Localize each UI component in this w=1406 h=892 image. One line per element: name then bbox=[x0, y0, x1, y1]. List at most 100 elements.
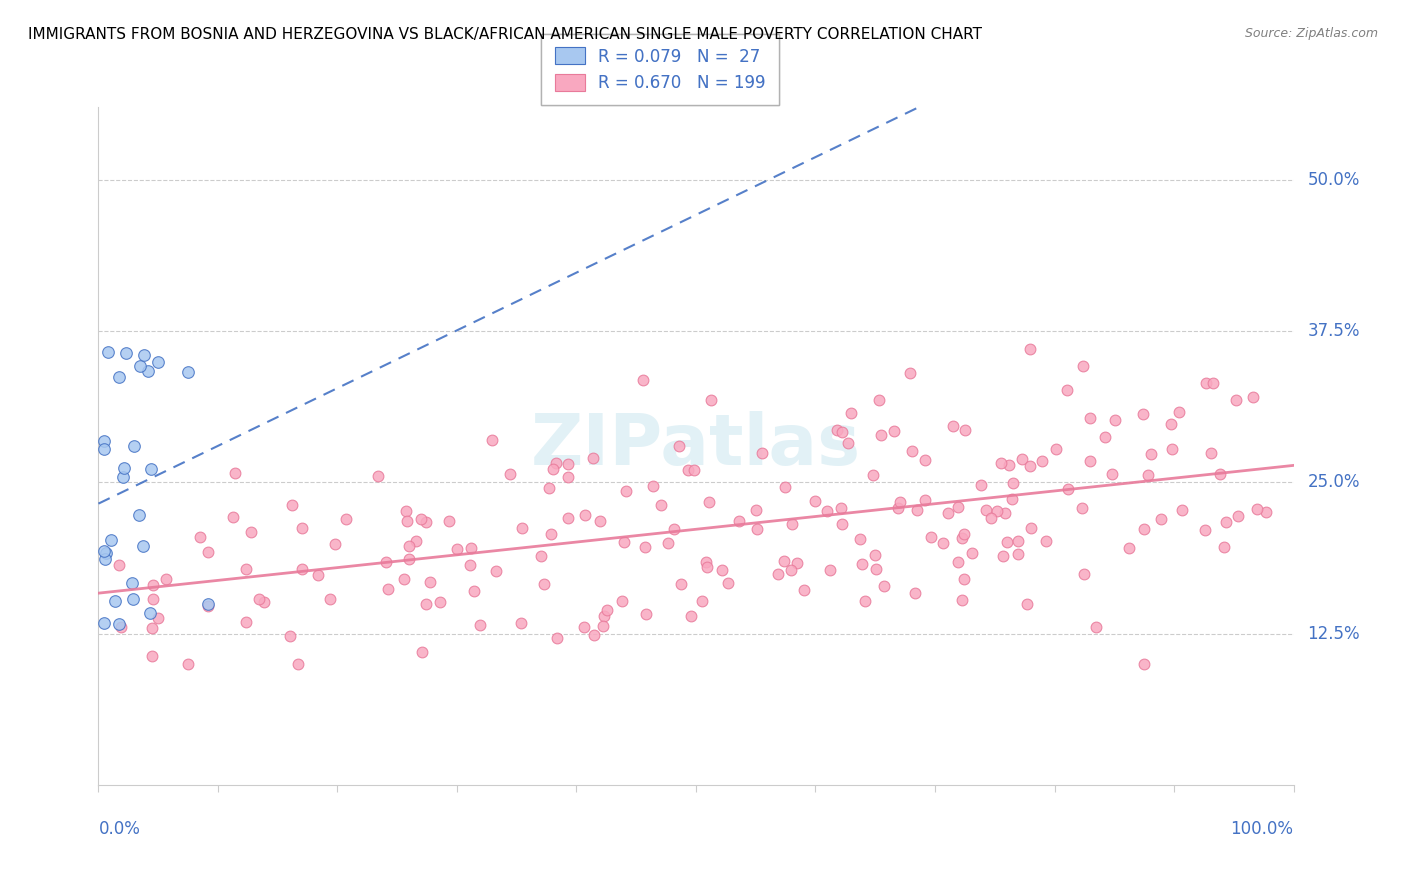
Point bbox=[197, 545, 219, 559]
Point bbox=[581, 451, 603, 466]
Point bbox=[1136, 467, 1159, 482]
Point bbox=[614, 483, 637, 498]
Point bbox=[235, 615, 257, 629]
Point bbox=[1201, 446, 1223, 460]
Point bbox=[1254, 505, 1277, 519]
Point bbox=[869, 428, 891, 442]
Point bbox=[631, 373, 654, 387]
Point bbox=[240, 524, 263, 539]
Point bbox=[395, 514, 418, 528]
Point bbox=[995, 535, 1018, 549]
Point bbox=[405, 534, 427, 549]
Text: Source: ZipAtlas.com: Source: ZipAtlas.com bbox=[1244, 27, 1378, 40]
Point bbox=[595, 603, 617, 617]
Point bbox=[1035, 534, 1057, 549]
Point bbox=[970, 478, 993, 492]
Point bbox=[766, 567, 789, 582]
Point bbox=[818, 563, 841, 577]
Point bbox=[804, 493, 827, 508]
Point bbox=[904, 586, 927, 600]
Point bbox=[942, 418, 965, 433]
Point bbox=[634, 540, 657, 554]
Point bbox=[793, 583, 815, 598]
Point bbox=[936, 506, 959, 520]
Point bbox=[1132, 407, 1154, 421]
Point bbox=[1031, 454, 1053, 468]
Point bbox=[1161, 442, 1184, 457]
Point bbox=[865, 562, 887, 576]
Point bbox=[335, 512, 357, 526]
Point bbox=[851, 557, 873, 571]
Point bbox=[775, 480, 797, 494]
Point bbox=[132, 539, 155, 553]
Point bbox=[557, 511, 579, 525]
Point bbox=[1133, 657, 1156, 671]
Point bbox=[932, 536, 955, 550]
Point bbox=[815, 504, 838, 518]
Point bbox=[1017, 597, 1039, 611]
Point bbox=[377, 582, 399, 596]
Point bbox=[1118, 541, 1140, 555]
Point bbox=[93, 442, 115, 457]
Point bbox=[121, 575, 143, 590]
Point bbox=[1045, 442, 1067, 456]
Point bbox=[914, 453, 936, 467]
Point bbox=[546, 631, 568, 645]
Point bbox=[1019, 458, 1042, 473]
Point bbox=[319, 591, 342, 606]
Point bbox=[108, 558, 131, 573]
Point bbox=[953, 526, 976, 541]
Point bbox=[1101, 467, 1123, 481]
Point bbox=[572, 620, 595, 634]
Point bbox=[946, 500, 969, 514]
Point bbox=[1195, 376, 1218, 391]
Point bbox=[745, 522, 768, 536]
Point bbox=[93, 544, 115, 558]
Point bbox=[1085, 620, 1108, 634]
Point bbox=[112, 461, 135, 475]
Point bbox=[592, 609, 614, 624]
Point bbox=[849, 533, 872, 547]
Point bbox=[141, 648, 163, 663]
Point bbox=[557, 470, 579, 484]
Point bbox=[1132, 522, 1154, 536]
Point bbox=[950, 593, 973, 607]
Point bbox=[142, 592, 165, 607]
Legend: R = 0.079   N =  27, R = 0.670   N = 199: R = 0.079 N = 27, R = 0.670 N = 199 bbox=[541, 34, 779, 105]
Point bbox=[112, 470, 135, 484]
Point bbox=[717, 575, 740, 590]
Point bbox=[541, 462, 564, 476]
Point bbox=[398, 552, 420, 566]
Point bbox=[419, 574, 441, 589]
Point bbox=[155, 572, 177, 586]
Point bbox=[463, 584, 485, 599]
Point bbox=[1007, 547, 1029, 561]
Point bbox=[986, 504, 1008, 518]
Point bbox=[124, 439, 146, 453]
Point bbox=[994, 506, 1017, 520]
Point bbox=[1078, 411, 1101, 425]
Point bbox=[247, 592, 270, 607]
Point bbox=[235, 562, 257, 576]
Point bbox=[589, 514, 612, 528]
Text: 0.0%: 0.0% bbox=[98, 820, 141, 838]
Point bbox=[141, 462, 163, 476]
Point bbox=[681, 608, 703, 623]
Point bbox=[394, 572, 416, 586]
Point bbox=[650, 498, 672, 512]
Point bbox=[122, 591, 145, 606]
Point bbox=[786, 556, 808, 570]
Point bbox=[873, 579, 896, 593]
Point bbox=[1213, 541, 1236, 555]
Point bbox=[108, 370, 131, 384]
Point bbox=[197, 599, 219, 613]
Point bbox=[224, 467, 246, 481]
Point bbox=[920, 530, 942, 544]
Point bbox=[398, 539, 420, 553]
Point bbox=[583, 628, 606, 642]
Point bbox=[177, 657, 200, 671]
Point bbox=[138, 606, 160, 620]
Point bbox=[141, 621, 163, 635]
Point bbox=[110, 620, 132, 634]
Point bbox=[128, 508, 150, 522]
